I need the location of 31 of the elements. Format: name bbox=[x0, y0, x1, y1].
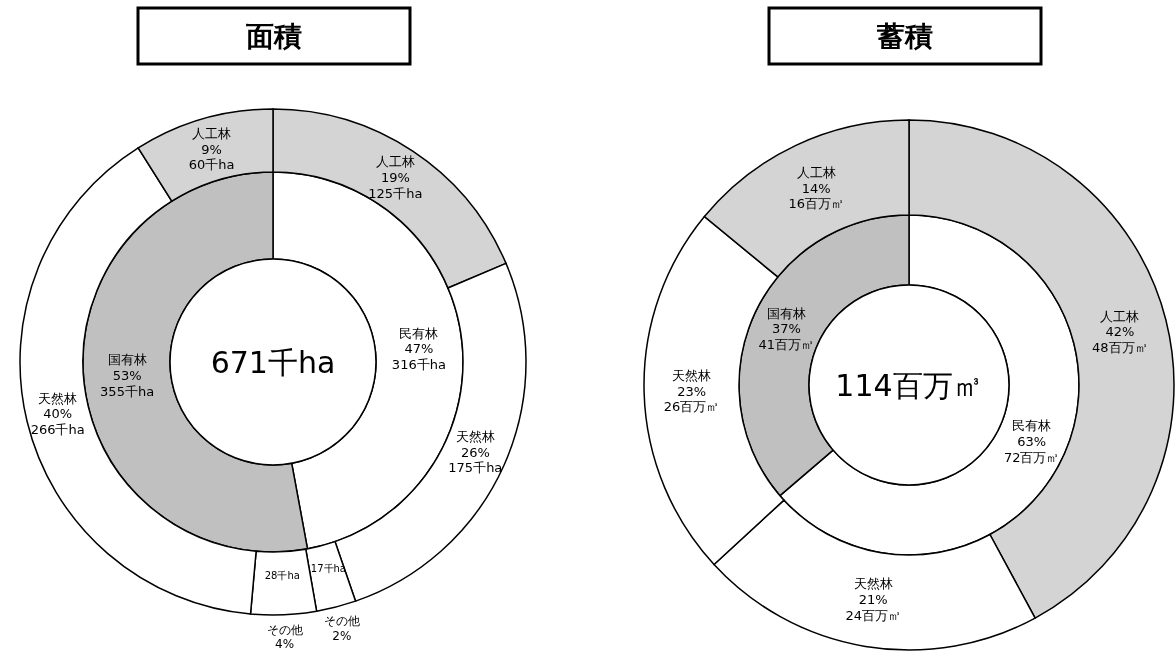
text: 114百万㎥ bbox=[835, 367, 983, 403]
data-label: 48百万㎥ bbox=[1092, 339, 1148, 355]
slice-label: その他 2% bbox=[323, 614, 360, 643]
slice-label: 民有林 63% bbox=[1012, 418, 1052, 449]
data-label: 175千ha bbox=[448, 460, 503, 476]
slice-label: 天然林 26% bbox=[455, 429, 495, 460]
slice-label: 人工林 9% bbox=[192, 126, 232, 157]
data-label: 41百万㎥ bbox=[758, 336, 815, 352]
data-label: 316千ha bbox=[391, 356, 446, 372]
slice-label: 国有林 37% bbox=[766, 305, 806, 337]
data-label: 16百万㎥ bbox=[788, 196, 844, 212]
data-label: 266千ha bbox=[30, 422, 85, 438]
slice-label: 天然林 21% bbox=[853, 576, 893, 608]
slice-label: 天然林 23% bbox=[672, 367, 712, 399]
chart-title: 蓄積 bbox=[876, 19, 933, 53]
data-label: 28千ha bbox=[264, 569, 300, 581]
slice-label: その他 4% bbox=[266, 622, 303, 652]
data-label: 125千ha bbox=[368, 185, 423, 201]
slice-label: 人工林 14% bbox=[796, 165, 836, 196]
chart-title: 面積 bbox=[245, 19, 302, 53]
slice-label: 国有林 53% bbox=[107, 352, 147, 383]
data-label: 60千ha bbox=[188, 157, 235, 173]
data-label: 72百万㎥ bbox=[1003, 449, 1060, 465]
data-label: 24百万㎥ bbox=[845, 607, 901, 623]
text: 671千ha bbox=[210, 344, 336, 380]
slice-label: 天然林 40% bbox=[38, 390, 78, 422]
slice-label: 人工林 42% bbox=[1100, 308, 1140, 340]
data-label: 355千ha bbox=[100, 383, 155, 399]
data-label: 26百万㎥ bbox=[663, 399, 720, 415]
slice-label: 人工林 19% bbox=[375, 154, 415, 185]
slice-label: 民有林 47% bbox=[399, 325, 439, 357]
